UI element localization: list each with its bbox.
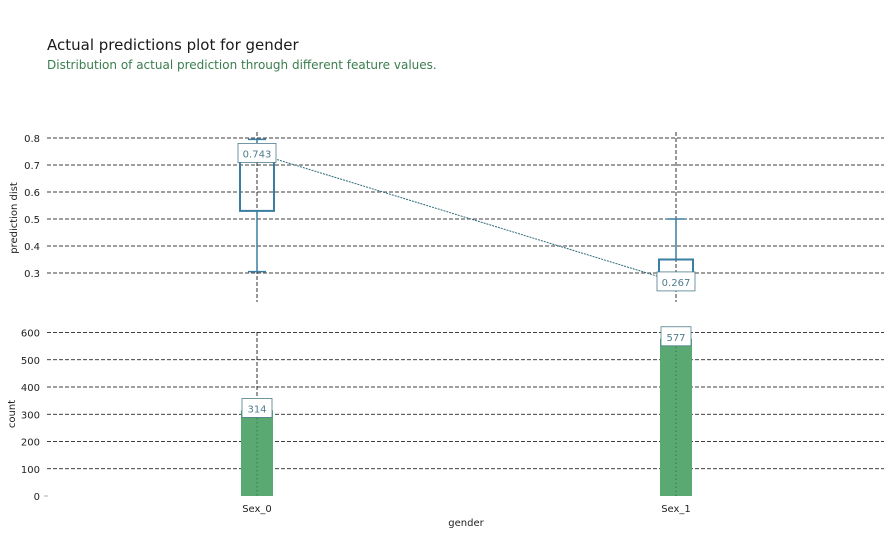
- bottom-ytick-label: 0: [34, 492, 40, 503]
- top-ytick-label: 0.6: [24, 188, 40, 199]
- top-ytick-label: 0.8: [24, 134, 40, 145]
- count-label: 314: [247, 404, 266, 415]
- mean-label: 0.267: [662, 278, 691, 289]
- mean-label-box: [237, 142, 277, 163]
- top-ytick-label: 0.3: [24, 269, 40, 280]
- xtick-label: Sex_1: [661, 504, 691, 515]
- bottom-ytick-label: 600: [21, 329, 40, 340]
- bottom-ylabel: count: [7, 400, 18, 428]
- count-label-box: [660, 326, 692, 347]
- xlabel: gender: [448, 518, 484, 529]
- bottom-ytick-label: 400: [21, 383, 40, 394]
- mean-label: 0.743: [243, 149, 272, 160]
- xtick-label: Sex_0: [242, 504, 272, 515]
- count-bar: [660, 338, 692, 496]
- bottom-ytick-label: 300: [21, 410, 40, 421]
- bottom-ytick-label: 500: [21, 356, 40, 367]
- count-bar: [241, 410, 273, 496]
- top-ytick-label: 0.5: [24, 215, 40, 226]
- top-ytick-label: 0.4: [24, 242, 40, 253]
- bottom-ytick-label: 200: [21, 438, 40, 449]
- mean-label-box: [656, 271, 696, 292]
- count-label-box: [241, 398, 273, 418]
- chart-subtitle: Distribution of actual prediction throug…: [47, 58, 437, 72]
- top-ytick-label: 0.7: [24, 161, 40, 172]
- mean-trend-line: [256, 152, 677, 283]
- chart-title: Actual predictions plot for gender: [47, 36, 299, 54]
- count-label: 577: [666, 333, 685, 344]
- bottom-ytick-label: 100: [21, 465, 40, 476]
- top-ylabel: prediction dist: [9, 182, 20, 254]
